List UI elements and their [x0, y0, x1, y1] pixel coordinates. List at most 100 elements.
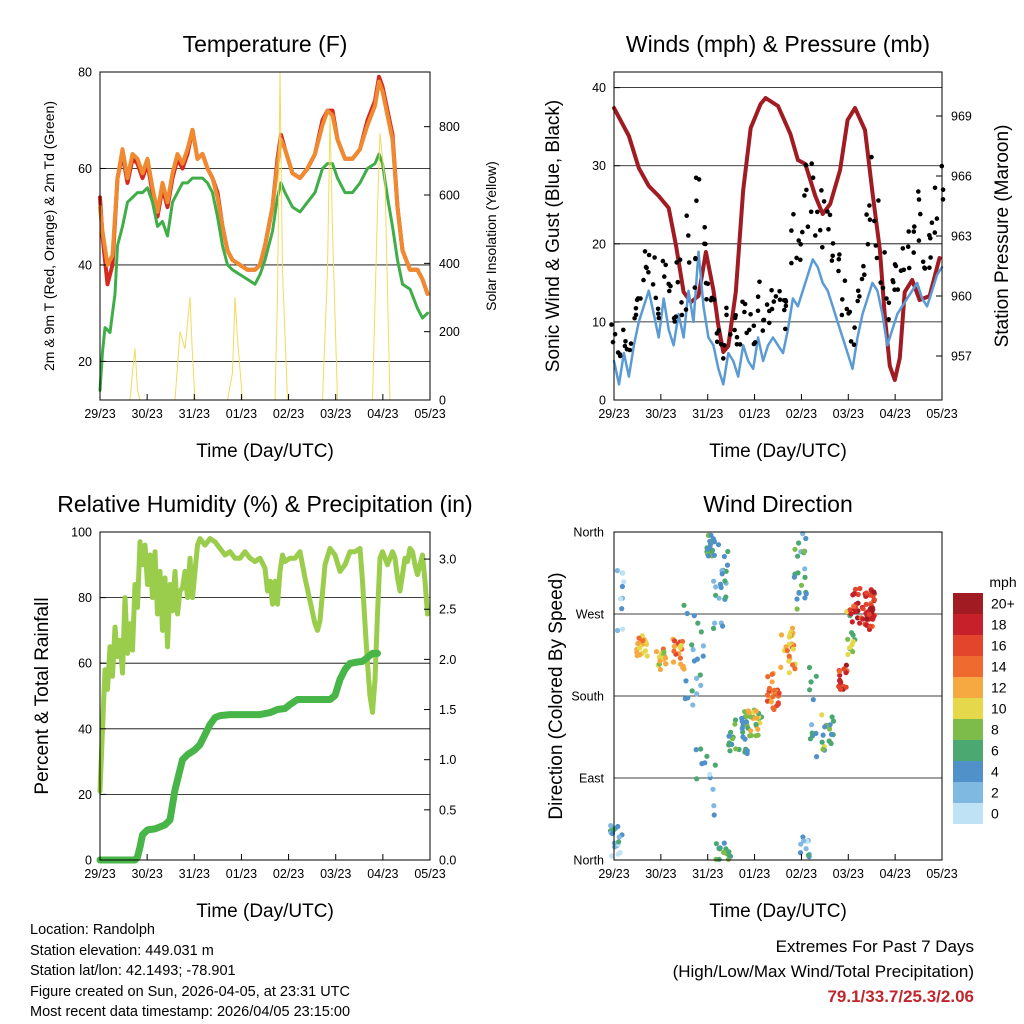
direction-point: [724, 562, 731, 568]
gust-point: [916, 189, 921, 194]
direction-point: [801, 548, 807, 555]
direction-point: [787, 632, 793, 638]
gust-point: [874, 255, 880, 261]
direction-point: [683, 678, 689, 684]
direction-point: [808, 679, 814, 685]
direction-point: [746, 709, 752, 716]
direction-point: [857, 620, 863, 626]
y-axis-label: Percent & Total Rainfall: [32, 597, 53, 794]
gust-point: [644, 265, 649, 271]
colorbar-label: 20+: [991, 596, 1015, 612]
direction-point: [846, 645, 853, 651]
direction-point: [677, 655, 684, 661]
gust-point: [865, 241, 871, 247]
x-tick-label: 02/23: [273, 867, 304, 881]
gust-point: [721, 356, 726, 361]
gust-point: [634, 297, 640, 303]
direction-point: [807, 687, 813, 693]
gust-point: [892, 287, 897, 293]
direction-point: [820, 746, 826, 753]
y-tick-label: 20: [78, 788, 92, 802]
y2-axis-label: Solar Insolation (Yellow): [483, 161, 499, 311]
gust-point: [783, 303, 789, 309]
y2-tick-label: 0.5: [439, 803, 456, 817]
gust-point: [791, 212, 796, 217]
gust-point: [869, 154, 874, 160]
colorbar-label: 2: [991, 785, 999, 801]
gust-point: [724, 312, 729, 318]
gust-point: [612, 331, 618, 337]
direction-point: [776, 690, 782, 696]
y2-tick-label: 0: [439, 394, 446, 408]
y-category-label: South: [571, 690, 604, 704]
colorbar-label: 10: [991, 701, 1007, 717]
direction-point: [802, 595, 808, 601]
colorbar-label: 0: [991, 806, 999, 822]
direction-point: [796, 540, 802, 546]
gust-point: [808, 209, 814, 215]
gust-point: [895, 287, 901, 292]
direction-point: [784, 648, 790, 654]
y2-tick-label: 969: [951, 110, 972, 124]
x-tick-label: 02/23: [273, 407, 304, 421]
gust-point: [744, 330, 749, 336]
y-category-label: East: [579, 772, 605, 786]
gust-point: [732, 327, 737, 333]
direction-point: [691, 658, 698, 664]
direction-point: [786, 658, 792, 664]
gust-point: [722, 343, 727, 348]
direction-point: [715, 542, 722, 548]
gust-point: [751, 341, 757, 347]
gust-point: [916, 197, 922, 202]
direction-point: [712, 620, 718, 626]
direction-point: [712, 762, 718, 768]
gust-point: [703, 241, 708, 247]
gust-point: [771, 299, 777, 304]
gust-point: [911, 250, 916, 255]
direction-point: [755, 732, 761, 738]
y-tick-label: 0: [85, 854, 92, 868]
gust-point: [861, 263, 866, 269]
2m-td-line: [98, 152, 429, 392]
direction-point: [837, 686, 844, 692]
direction-point: [866, 611, 872, 618]
gust-point: [769, 288, 774, 293]
gust-point: [653, 295, 659, 301]
x-tick-label: 01/23: [739, 407, 770, 421]
gust-point: [662, 274, 667, 279]
direction-point: [690, 702, 696, 708]
gust-point: [686, 260, 692, 265]
direction-point: [792, 666, 798, 672]
gust-point: [872, 218, 877, 224]
direction-point: [727, 748, 733, 754]
colorbar-swatch: [953, 803, 983, 824]
gust-point: [876, 198, 881, 203]
direction-point: [826, 738, 832, 744]
x-tick-label: 04/23: [367, 867, 398, 881]
direction-point: [711, 578, 717, 584]
x-tick-label: 30/23: [645, 407, 676, 421]
x-tick-label: 04/23: [880, 407, 911, 421]
direction-point: [802, 574, 808, 581]
y2-tick-label: 0.0: [439, 854, 456, 868]
direction-point: [699, 761, 705, 767]
direction-point: [730, 736, 736, 742]
colorbar-swatch: [953, 782, 983, 803]
colorbar-label: 18: [991, 617, 1007, 633]
direction-point: [663, 655, 669, 661]
direction-point: [795, 570, 801, 576]
gust-point: [819, 188, 824, 193]
direction-point: [679, 638, 686, 645]
direction-point: [634, 649, 640, 656]
direction-point: [766, 685, 773, 692]
9m-t-line: [98, 79, 430, 296]
colorbar-title: mph: [989, 574, 1016, 590]
sonic-wind-line: [612, 250, 944, 386]
x-axis-label: Time (Day/UTC): [196, 901, 334, 922]
direction-point: [852, 609, 859, 615]
direction-point: [711, 552, 718, 558]
direction-point: [690, 647, 696, 653]
gust-point: [912, 224, 917, 229]
x-tick-label: 02/23: [786, 407, 817, 421]
